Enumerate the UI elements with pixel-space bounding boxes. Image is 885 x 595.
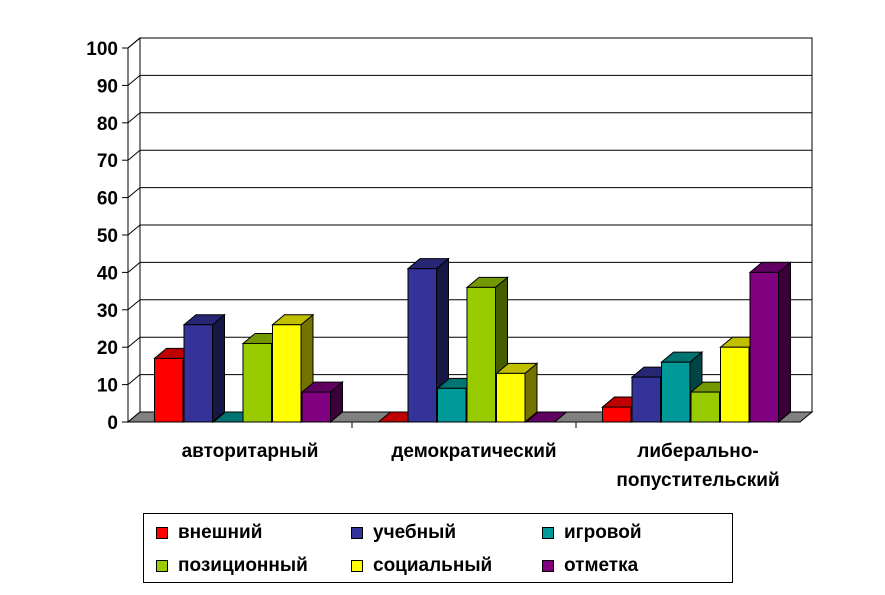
gridline-side [127,374,141,385]
bar-front [301,391,331,423]
x-axis-label: попустительский [616,470,779,491]
bar [495,362,539,424]
legend-label: игровой [564,522,642,543]
bar [748,261,792,424]
gridline-side [127,299,141,311]
y-axis-ticks: 0 10 20 30 40 50 60 70 80 90 100 [86,39,118,434]
gridline-side [127,149,141,161]
legend-swatch [542,527,554,539]
y-tick-label: 20 [97,338,118,359]
legend-item: отметка [542,554,638,578]
bar-side [778,261,791,424]
bar [660,351,704,424]
bar-front [631,376,661,423]
bar-front [183,324,213,423]
x-axis-labels: авторитарный демократический либерально-по… [182,441,780,491]
legend-item: позиционный [156,554,308,578]
bar-front [154,357,184,423]
y-tick-label: 10 [97,376,118,397]
bar [300,381,344,424]
bar-front [437,387,467,423]
gridline-side [127,187,141,198]
bar-top [524,411,568,423]
y-tick-label: 100 [86,39,118,60]
gridline-side [127,224,141,236]
y-tick-label: 70 [97,151,118,172]
gridline-side [127,37,141,49]
bar-front [661,361,691,423]
gridline-side [127,336,141,348]
y-tick-label: 50 [97,226,118,247]
x-axis-label: авторитарный [182,441,319,462]
bar-front [242,342,272,423]
bars [153,257,792,424]
bar-front [749,271,779,423]
bar [406,257,450,424]
x-axis-label: демократический [391,441,556,462]
bar-front [690,391,720,423]
legend-label: внешний [178,522,263,543]
gridline-side [127,262,141,273]
bar-front [720,346,750,423]
bar [524,411,568,423]
legend-label: позиционный [178,555,308,576]
y-tick-label: 60 [97,189,118,210]
bar-front [407,268,437,423]
y-tick-label: 40 [97,263,118,284]
bar-side [212,313,225,424]
legend-item: игровой [542,521,642,545]
legend-swatch [542,560,554,572]
legend-label: учебный [373,522,457,543]
legend-item: социальный [351,554,492,578]
bar-front [602,406,632,423]
x-axis-label: либерально- [637,441,758,462]
bar-front [466,286,496,423]
y-tick-label: 0 [107,413,118,434]
legend-swatch [156,527,168,539]
legend-label: отметка [564,555,639,576]
legend-item: внешний [156,521,262,545]
bar [182,313,226,424]
legend-label: социальный [373,555,493,576]
legend-swatch [351,527,363,539]
legend-swatch [156,560,168,572]
bar-front [272,324,302,423]
legend: внешний учебный игровой позиционный социальн… [143,513,733,583]
bar [719,336,763,424]
gridline-side [127,75,141,86]
legend-item: учебный [351,521,456,545]
y-tick-label: 30 [97,301,118,322]
bar-front [496,372,526,423]
y-tick-label: 90 [97,76,118,97]
axes [122,47,577,428]
y-tick-label: 80 [97,114,118,135]
gridline-side [127,112,141,124]
legend-swatch [351,560,363,572]
